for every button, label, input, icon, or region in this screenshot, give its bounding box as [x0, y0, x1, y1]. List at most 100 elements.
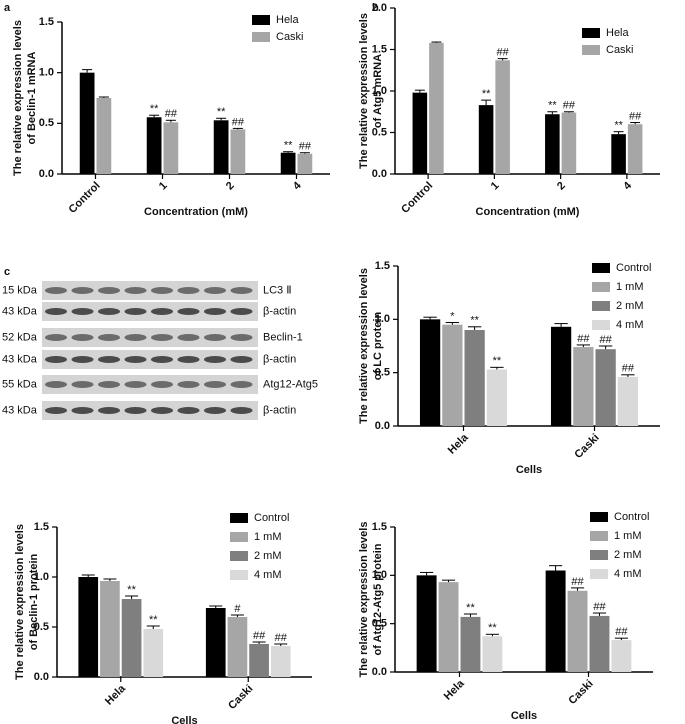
blot-label: β-actin: [263, 404, 296, 416]
bar: [595, 349, 616, 426]
legend-swatch: [582, 45, 600, 55]
y-tick-label: 1.5: [375, 260, 390, 272]
blot-band: [71, 334, 94, 341]
y-tick-label: 0.0: [39, 168, 54, 180]
panel-label: b: [372, 2, 379, 14]
y-tick-label: 1.5: [372, 43, 387, 55]
x-tick-label: 1: [489, 180, 502, 193]
bar: [100, 581, 120, 677]
legend-swatch: [230, 551, 248, 561]
bar: [573, 347, 594, 426]
x-tick-label: 2: [224, 180, 237, 193]
blot-size: 55 kDa: [2, 378, 38, 390]
blot-band: [98, 407, 120, 414]
y-axis-label: of Atg5 mRNA: [372, 54, 384, 128]
blot-size: 52 kDa: [2, 331, 38, 343]
error-bar: [563, 111, 574, 113]
blot-strip: [42, 350, 258, 369]
error-bar: [274, 643, 288, 646]
error-bar: [490, 366, 504, 370]
y-tick-label: 0.0: [372, 168, 387, 180]
blot-band: [124, 407, 147, 414]
legend-label: 1 mM: [254, 531, 282, 543]
y-tick-label: 0.5: [39, 117, 54, 129]
blot-band: [177, 356, 200, 363]
significance-label: *: [450, 310, 455, 322]
x-axis-label: Cells: [511, 710, 537, 722]
error-bar: [497, 58, 508, 61]
bar: [429, 42, 444, 174]
significance-label: ##: [275, 632, 288, 644]
blot-band: [98, 287, 120, 294]
legend-label: 4 mM: [254, 569, 282, 581]
blot-strip: [42, 302, 258, 321]
error-bar: [283, 151, 294, 153]
bar: [78, 577, 99, 677]
significance-label: ##: [299, 141, 312, 153]
blot-band: [151, 356, 173, 363]
y-axis-label: of Beclin-1 mRNA: [26, 51, 38, 144]
legend-label: 1 mM: [616, 281, 644, 293]
legend-label: Caski: [276, 31, 304, 43]
error-bar: [149, 114, 160, 118]
blot-label: LC3 Ⅱ: [263, 284, 292, 296]
blot-band: [177, 407, 200, 414]
legend-swatch: [590, 550, 608, 560]
blot-band: [151, 407, 173, 414]
x-tick-label: Hela: [442, 677, 468, 703]
blot-band: [124, 334, 147, 341]
bar: [412, 92, 428, 174]
legend-label: 1 mM: [614, 530, 642, 542]
error-bar: [576, 344, 591, 348]
blot-band: [71, 381, 94, 388]
significance-label: **: [149, 614, 158, 626]
x-tick-label: 4: [621, 179, 634, 192]
blot-strip: [42, 401, 258, 420]
error-bar: [252, 641, 266, 644]
legend-label: Caski: [606, 44, 634, 56]
x-tick-label: Caski: [566, 678, 595, 707]
blot-label: β-actin: [263, 305, 296, 317]
blot-band: [204, 356, 226, 363]
x-axis-label: Concentration (mM): [476, 206, 580, 218]
legend-label: 2 mM: [614, 549, 642, 561]
y-axis-label: The relative expression levels: [358, 268, 370, 424]
error-bar: [547, 111, 558, 115]
bar: [416, 575, 437, 672]
bar: [561, 112, 577, 174]
blot-band: [204, 407, 226, 414]
bar: [495, 60, 510, 174]
y-tick-label: 0.5: [375, 367, 390, 379]
blot-size: 43 kDa: [2, 305, 38, 317]
x-tick-label: Hela: [103, 682, 129, 708]
bar: [297, 153, 313, 174]
significance-label: ##: [497, 47, 510, 59]
bar: [270, 646, 291, 677]
y-tick-label: 0.0: [34, 671, 49, 683]
blot-size: 15 kDa: [2, 284, 38, 296]
blot-band: [151, 381, 173, 388]
error-bar: [81, 574, 95, 577]
legend-label: 4 mM: [614, 568, 642, 580]
blot-band: [45, 334, 67, 341]
y-tick-label: 1.5: [372, 521, 387, 533]
blot-band: [204, 308, 226, 315]
blot-band: [151, 308, 173, 315]
bar: [545, 114, 560, 174]
legend-swatch: [230, 513, 248, 523]
blot-band: [230, 334, 253, 341]
legend-label: Control: [616, 262, 651, 274]
blot-band: [151, 287, 173, 294]
y-tick-label: 1.0: [372, 85, 387, 97]
blot-band: [71, 287, 94, 294]
y-axis-label: The relative expression levels: [358, 13, 370, 169]
significance-label: ##: [629, 110, 642, 122]
error-bar: [414, 89, 425, 93]
bar: [213, 120, 229, 174]
error-bar: [485, 633, 499, 637]
y-axis-label: The relative expression levels: [12, 20, 24, 176]
blot-band: [71, 356, 94, 363]
x-axis-label: Concentration (mM): [144, 206, 248, 218]
blot-band: [98, 308, 120, 315]
